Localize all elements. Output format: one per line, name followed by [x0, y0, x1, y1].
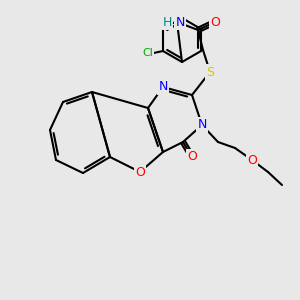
- Text: N: N: [197, 118, 207, 131]
- Text: N: N: [158, 80, 168, 94]
- Text: O: O: [135, 166, 145, 178]
- Text: O: O: [210, 16, 220, 28]
- Text: O: O: [247, 154, 257, 166]
- Text: N: N: [175, 16, 185, 28]
- Text: H: H: [162, 16, 172, 28]
- Text: S: S: [206, 65, 214, 79]
- Text: Cl: Cl: [142, 48, 153, 58]
- Text: O: O: [187, 151, 197, 164]
